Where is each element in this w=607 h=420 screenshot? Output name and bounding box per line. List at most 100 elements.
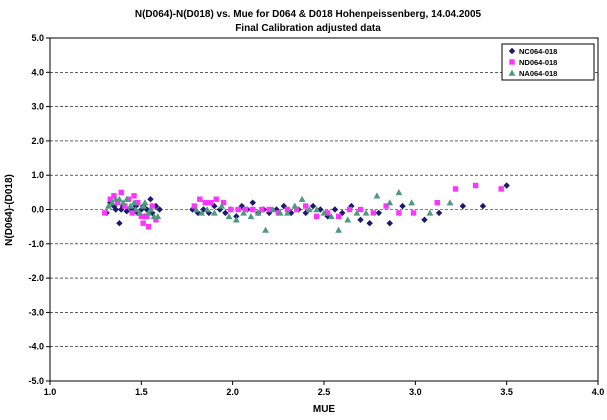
data-point (202, 199, 208, 206)
legend-entry: ND064-018 (519, 58, 557, 67)
data-point (123, 208, 130, 215)
data-point (139, 202, 147, 209)
data-point (313, 206, 321, 213)
data-point (327, 212, 335, 220)
data-point (250, 206, 256, 213)
legend-box (501, 43, 595, 81)
data-point (479, 202, 487, 210)
data-point (298, 195, 306, 202)
data-point (220, 199, 227, 206)
legend-entry: NA064-018 (519, 69, 557, 78)
y-tick-label: 4.0 (31, 67, 44, 77)
data-point (145, 209, 153, 216)
chart-title: N(D064)-N(D018) vs. Mue for D064 & D018 … (135, 9, 482, 20)
data-point (426, 209, 434, 216)
y-tick-label: -1.0 (28, 239, 44, 249)
data-point (303, 203, 309, 209)
data-point (305, 206, 313, 213)
legend-entry: NC064-018 (519, 47, 557, 56)
data-point (203, 206, 211, 213)
data-point (396, 210, 402, 216)
series-triangle (105, 188, 454, 233)
data-point (123, 195, 131, 202)
data-point (254, 209, 262, 216)
y-tick-label: 5.0 (31, 33, 44, 43)
data-point (211, 209, 218, 216)
data-point (129, 210, 135, 216)
data-point (357, 216, 364, 223)
data-point (131, 193, 137, 199)
data-point (140, 220, 146, 226)
data-point (395, 188, 403, 196)
legend: NC064-018 ND064-018 NA064-018 (501, 43, 595, 81)
data-point (313, 213, 320, 220)
x-tick-label: 2.5 (318, 387, 331, 397)
data-point (459, 202, 467, 210)
data-point (144, 213, 150, 220)
data-point (147, 196, 154, 203)
data-point (293, 206, 300, 213)
y-tick-label: -4.0 (28, 342, 44, 352)
legend-marker-triangle (508, 69, 516, 76)
series-square (102, 182, 504, 230)
data-point (233, 213, 240, 220)
data-point (122, 203, 128, 209)
data-point (119, 199, 127, 206)
data-point (208, 199, 214, 206)
data-point (386, 220, 393, 227)
data-point (410, 210, 417, 216)
data-point (136, 209, 143, 216)
data-point (198, 209, 206, 216)
data-point (102, 210, 108, 216)
data-point (373, 192, 381, 199)
data-point (498, 186, 504, 192)
data-point (213, 196, 219, 202)
y-tick-label: 1.0 (31, 170, 44, 180)
y-tick-label: -3.0 (28, 307, 44, 317)
data-point (446, 199, 454, 206)
data-point (240, 209, 248, 216)
data-point (108, 199, 116, 206)
x-axis-label: MUE (313, 404, 336, 415)
data-point (399, 202, 406, 210)
data-point (421, 216, 428, 223)
data-point (147, 206, 154, 213)
data-point (357, 206, 364, 213)
data-point (112, 206, 119, 213)
data-point (324, 210, 331, 216)
data-point (111, 193, 117, 199)
y-tick-label: 2.0 (31, 136, 44, 146)
y-tick-label: -5.0 (28, 376, 44, 386)
x-tick-label: 1.0 (44, 387, 57, 397)
data-point (132, 202, 140, 210)
legend-marker-square (509, 59, 515, 65)
data-point (472, 182, 479, 189)
legend-marker-diamond (508, 47, 516, 55)
data-point (331, 206, 339, 213)
data-point (435, 209, 443, 217)
data-point (383, 203, 389, 209)
data-point (353, 209, 361, 216)
data-point (320, 209, 328, 216)
data-point (362, 209, 370, 216)
data-point (276, 209, 284, 216)
data-point (153, 217, 159, 223)
data-point (452, 186, 459, 192)
x-tick-label: 3.5 (500, 387, 513, 397)
data-point (118, 189, 124, 196)
data-point (335, 213, 342, 220)
data-series (102, 182, 510, 233)
data-point (132, 206, 140, 213)
data-point (247, 212, 255, 220)
data-point (192, 206, 200, 213)
data-point (284, 209, 291, 216)
data-point (130, 199, 138, 206)
data-point (228, 206, 234, 213)
data-point (284, 206, 291, 213)
y-axis-label: N(D064)-(D018) (4, 174, 15, 246)
data-point (309, 202, 317, 210)
data-point (408, 199, 416, 206)
data-point (259, 206, 265, 213)
data-point (197, 196, 203, 202)
data-point (145, 223, 152, 230)
